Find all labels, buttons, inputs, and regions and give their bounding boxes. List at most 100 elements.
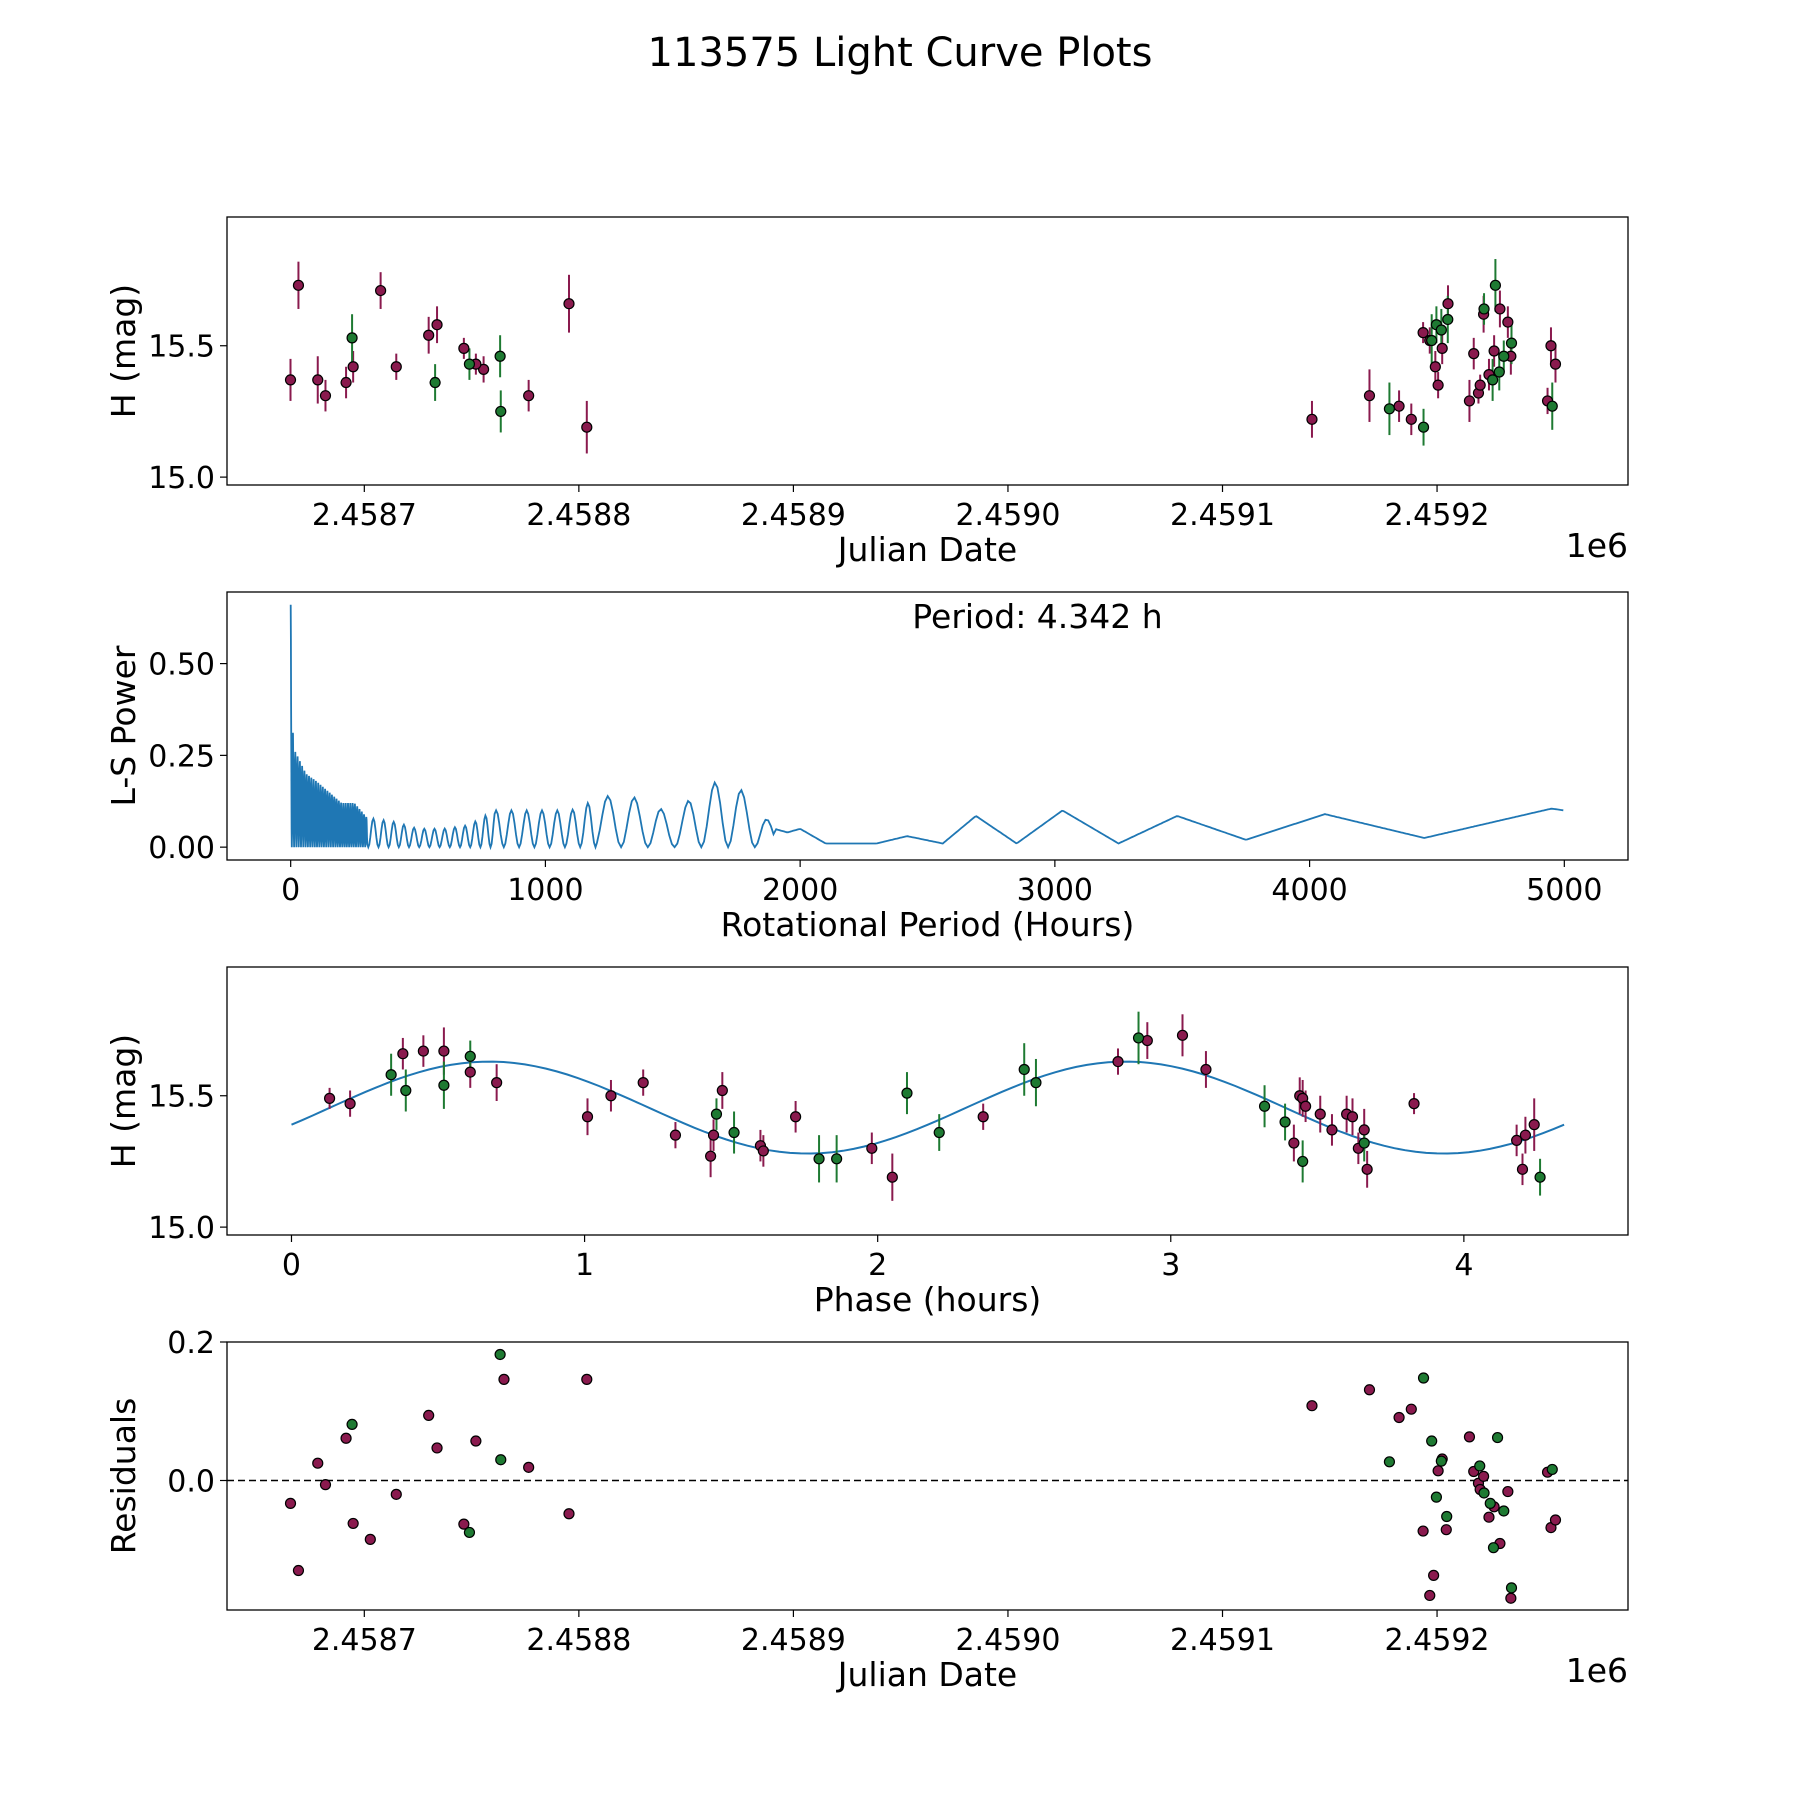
red-point xyxy=(390,1488,402,1500)
red-point xyxy=(757,1145,769,1157)
red-point xyxy=(438,1045,450,1057)
red-point xyxy=(1474,379,1486,391)
red-point xyxy=(1363,390,1376,402)
red-point xyxy=(1299,1100,1312,1112)
x-offset-label: 1e6 xyxy=(1566,1651,1628,1690)
green-point xyxy=(463,358,476,370)
red-point xyxy=(344,1098,356,1110)
red-point xyxy=(347,1517,359,1530)
x-tick-label: 2.4592 xyxy=(1385,1623,1490,1658)
green-point xyxy=(1132,1032,1145,1044)
green-point xyxy=(1258,1100,1271,1112)
green-point xyxy=(813,1153,825,1165)
x-tick-label: 2.4589 xyxy=(741,498,846,533)
red-point xyxy=(563,298,575,310)
red-point xyxy=(491,1077,503,1089)
red-point xyxy=(523,1461,535,1473)
x-axis-label: Julian Date xyxy=(836,530,1018,569)
green-point xyxy=(1484,1497,1496,1509)
red-point xyxy=(1424,1589,1436,1602)
red-point xyxy=(1519,1129,1532,1141)
x-axis-label: Julian Date xyxy=(836,1655,1018,1694)
green-point xyxy=(1487,374,1499,386)
x-tick-label: 2.4587 xyxy=(312,1623,417,1658)
x-tick-label: 1000 xyxy=(507,873,583,908)
red-point xyxy=(458,1518,470,1530)
red-point xyxy=(319,1479,332,1491)
green-point xyxy=(1426,334,1438,347)
green-point xyxy=(933,1126,945,1139)
red-point xyxy=(284,374,297,386)
red-point xyxy=(1346,1111,1359,1123)
red-point xyxy=(397,1048,409,1060)
red-point xyxy=(1494,303,1506,315)
green-point xyxy=(400,1084,412,1097)
red-point xyxy=(1516,1163,1529,1175)
green-point xyxy=(1358,1137,1370,1149)
red-point xyxy=(637,1077,649,1089)
green-point xyxy=(1505,1582,1518,1594)
x-tick-label: 2.4590 xyxy=(955,498,1060,533)
red-point xyxy=(1502,316,1514,328)
red-point xyxy=(458,342,470,354)
green-point xyxy=(710,1108,723,1120)
green-point xyxy=(1442,313,1454,326)
green-point xyxy=(1435,1455,1447,1467)
residuals-panel: 2.4587 2.4588 2.4589 2.4590 2.4591 2.4592 0.0 0… xyxy=(104,1326,1629,1694)
red-point xyxy=(323,1092,336,1104)
red-point xyxy=(1361,1163,1373,1175)
red-point xyxy=(886,1171,898,1183)
green-point xyxy=(495,405,507,418)
red-point xyxy=(423,1409,435,1422)
red-point xyxy=(1417,1525,1429,1537)
plot-frame xyxy=(226,591,1629,861)
red-point xyxy=(292,1564,305,1577)
green-point xyxy=(1426,1435,1438,1447)
red-point xyxy=(1393,400,1405,412)
green-point xyxy=(728,1126,740,1139)
red-point xyxy=(390,361,402,373)
x-axis-label: Rotational Period (Hours) xyxy=(721,905,1135,944)
red-point xyxy=(1468,348,1480,360)
y-tick-label: 0.0 xyxy=(167,1465,215,1500)
red-point xyxy=(1326,1124,1338,1136)
red-point xyxy=(1176,1029,1189,1041)
green-point xyxy=(1546,400,1558,412)
red-point xyxy=(1417,327,1429,339)
y-axis-label: L-S Power xyxy=(104,645,143,806)
red-point xyxy=(1306,413,1318,425)
x-tick-label: 2 xyxy=(868,1248,887,1283)
red-point xyxy=(417,1045,429,1057)
red-point xyxy=(605,1090,617,1102)
green-point xyxy=(1441,1510,1453,1523)
y-axis-label: Residuals xyxy=(104,1398,143,1555)
green-point xyxy=(1498,1505,1510,1517)
green-point xyxy=(346,1418,358,1431)
red-point xyxy=(523,390,535,402)
red-point xyxy=(1545,340,1557,352)
green-point xyxy=(1435,324,1447,336)
red-point xyxy=(1478,1470,1490,1482)
red-point xyxy=(431,1442,443,1454)
red-point xyxy=(1436,342,1448,354)
red-point xyxy=(581,1373,593,1385)
red-point xyxy=(1428,1569,1440,1581)
green-point xyxy=(1417,421,1430,433)
phased-panel: 0 1 2 3 4 15.0 15.5 Phase (hours) H (mag) xyxy=(104,966,1629,1319)
red-point xyxy=(477,363,490,375)
y-tick-label: 0.2 xyxy=(167,1326,215,1361)
green-point xyxy=(1474,1460,1486,1472)
green-point xyxy=(1505,337,1518,349)
x-tick-label: 2.4591 xyxy=(1170,498,1275,533)
red-point xyxy=(1442,298,1454,310)
green-point xyxy=(1534,1171,1546,1183)
x-tick-label: 3000 xyxy=(1017,873,1093,908)
red-point xyxy=(1405,413,1417,425)
green-point xyxy=(1018,1063,1030,1076)
red-point xyxy=(284,1497,297,1509)
red-point xyxy=(347,361,359,373)
green-point xyxy=(494,1348,506,1361)
green-point xyxy=(438,1079,450,1091)
red-point xyxy=(1408,1098,1420,1110)
